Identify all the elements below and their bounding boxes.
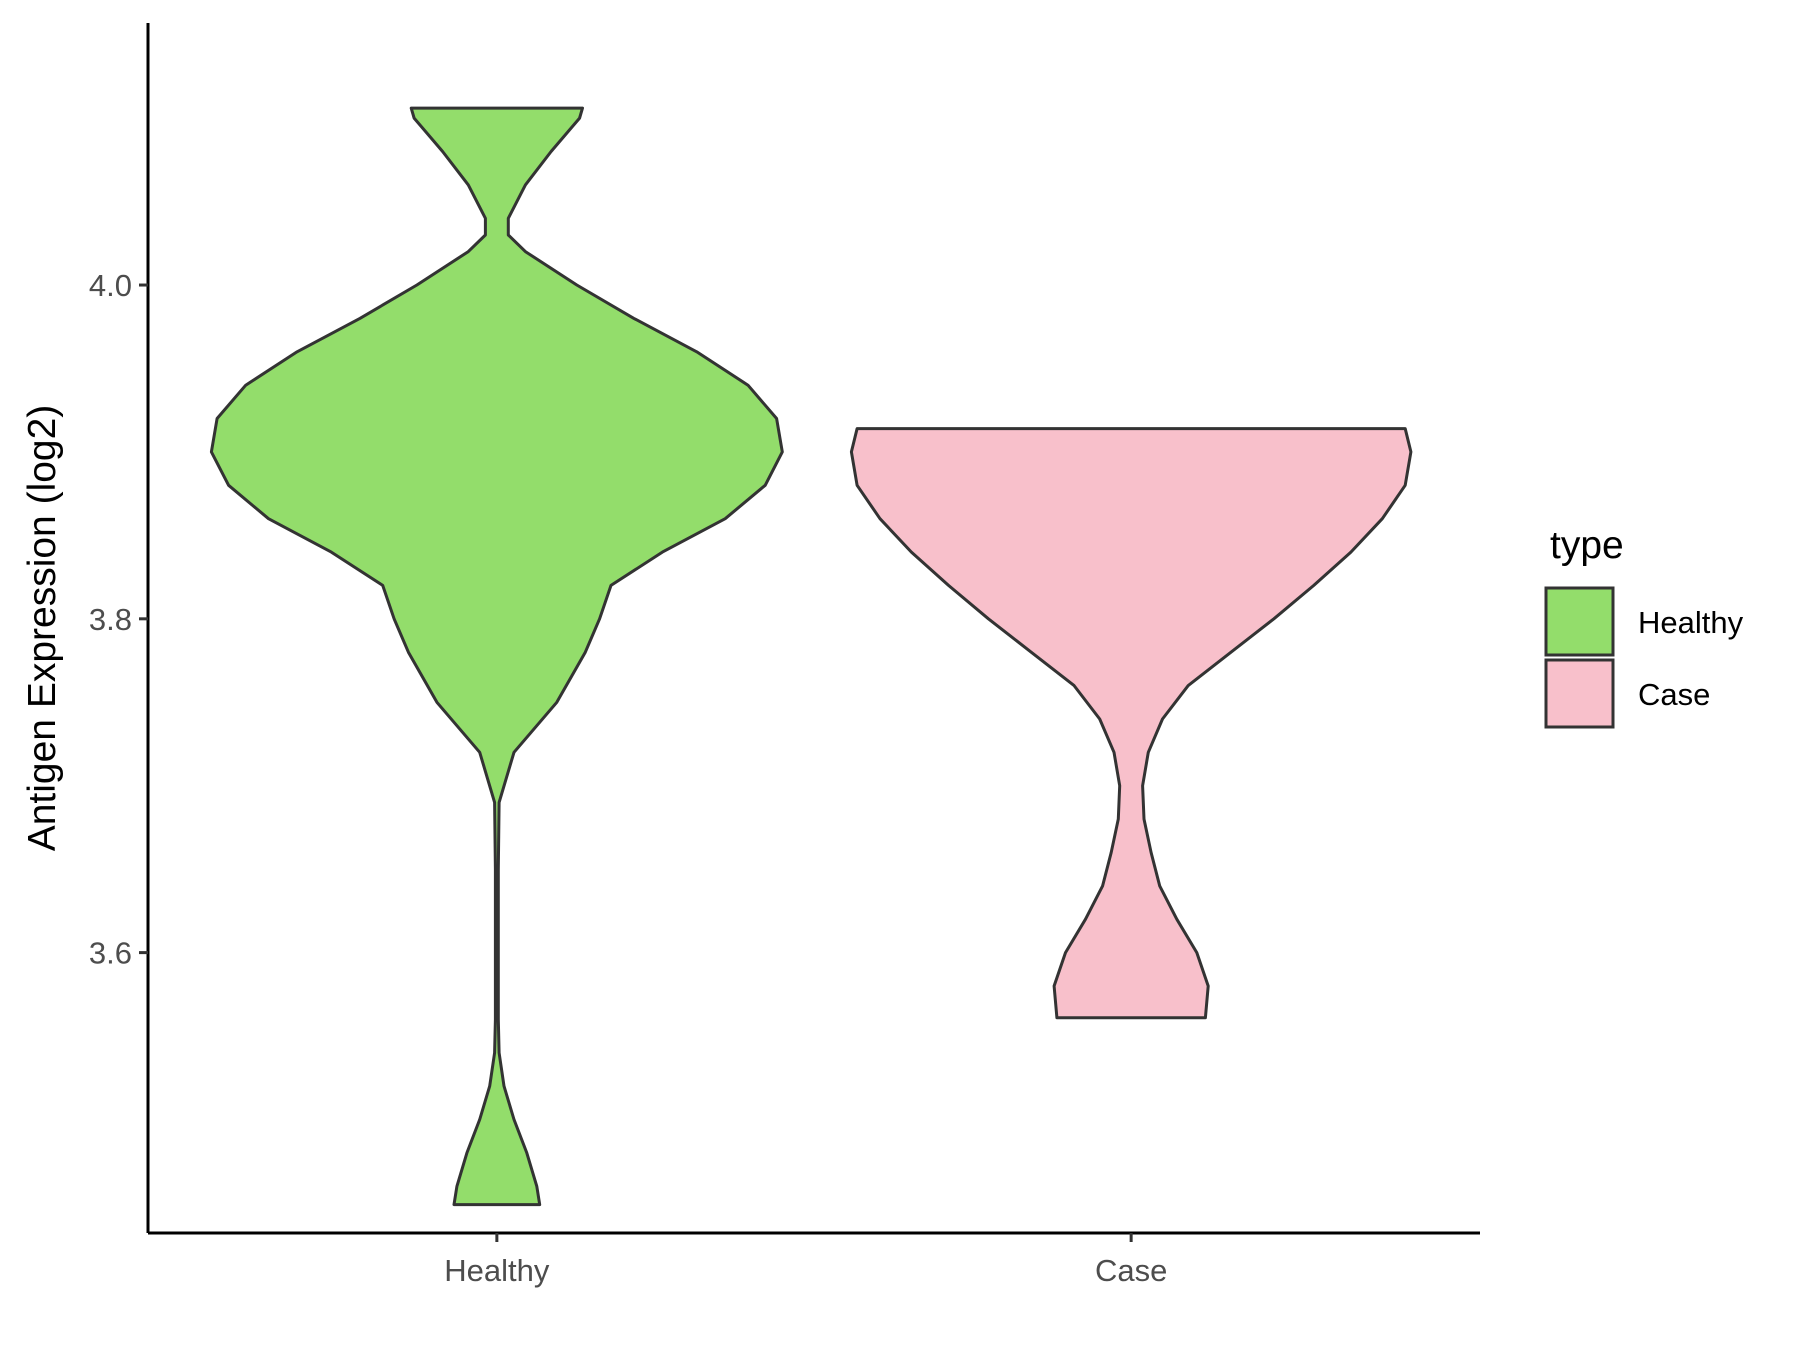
y-axis-ticks: 3.6 3.8 4.0 bbox=[89, 268, 148, 971]
legend-title: type bbox=[1550, 524, 1624, 567]
legend-label-case: Case bbox=[1638, 677, 1710, 712]
legend-label-healthy: Healthy bbox=[1638, 605, 1744, 640]
x-tick-label: Healthy bbox=[444, 1253, 550, 1288]
y-tick-label: 3.6 bbox=[89, 936, 132, 971]
y-tick-label: 3.8 bbox=[89, 602, 132, 637]
violin-case bbox=[849, 427, 1413, 1020]
legend-swatch-case bbox=[1544, 658, 1615, 729]
violin-healthy bbox=[209, 106, 784, 1207]
legend: type Healthy Case bbox=[1544, 524, 1744, 729]
y-axis-title: Antigen Expression (log2) bbox=[21, 405, 64, 852]
x-axis-ticks: Healthy Case bbox=[444, 1233, 1167, 1288]
x-tick-label: Case bbox=[1095, 1253, 1167, 1288]
legend-swatch-healthy bbox=[1544, 586, 1615, 657]
y-tick-label: 4.0 bbox=[89, 268, 132, 303]
violin-layer bbox=[209, 106, 1413, 1207]
